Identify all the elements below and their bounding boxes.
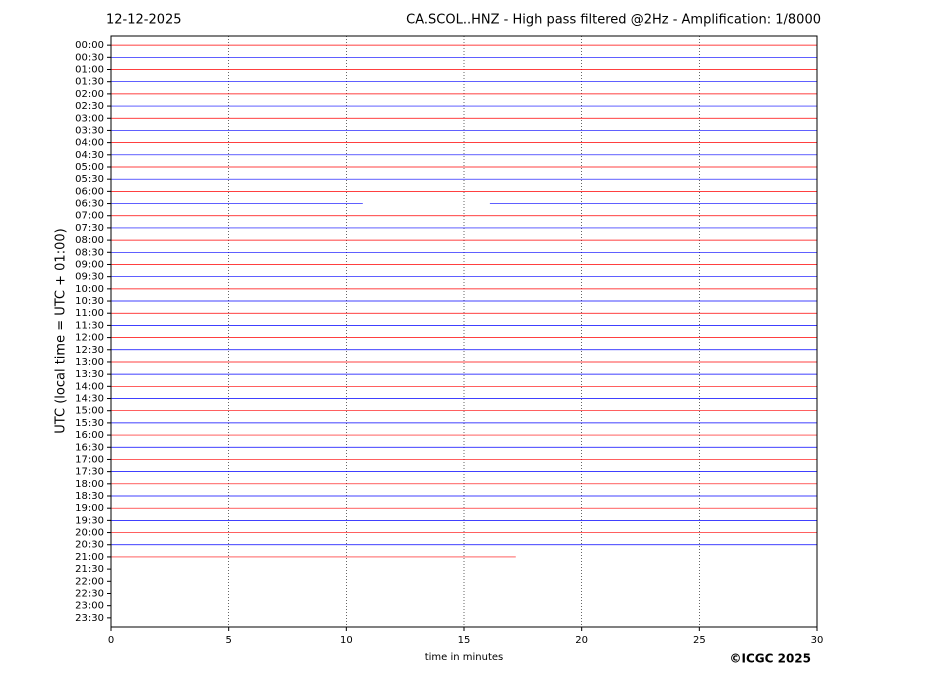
y-tick-label: 21:00 xyxy=(75,552,104,563)
y-tick-label: 10:30 xyxy=(75,296,104,307)
y-tick-label: 13:30 xyxy=(75,369,104,380)
y-tick-label: 02:00 xyxy=(75,89,104,100)
plot-frame xyxy=(110,35,818,628)
y-tick-label: 14:00 xyxy=(75,381,104,392)
y-tick-label: 07:30 xyxy=(75,223,104,234)
y-tick-label: 02:30 xyxy=(75,101,104,112)
y-tick-label: 18:00 xyxy=(75,479,104,490)
x-tick-label: 10 xyxy=(340,635,353,646)
y-tick-label: 15:00 xyxy=(75,406,104,417)
y-tick-label: 23:30 xyxy=(75,613,104,624)
copyright: ©ICGC 2025 xyxy=(729,652,811,666)
y-tick-label: 16:30 xyxy=(75,442,104,453)
chart-title: CA.SCOL..HNZ - High pass filtered @2Hz -… xyxy=(406,13,821,28)
y-tick-label: 18:30 xyxy=(75,491,104,502)
y-tick-label: 05:30 xyxy=(75,174,104,185)
y-tick-label: 19:00 xyxy=(75,503,104,514)
y-tick-label: 22:00 xyxy=(75,576,104,587)
y-tick-label: 15:30 xyxy=(75,418,104,429)
y-tick-label: 00:30 xyxy=(75,52,104,63)
y-tick-label: 01:00 xyxy=(75,65,104,76)
x-tick-label: 30 xyxy=(811,635,824,646)
y-tick-label: 09:30 xyxy=(75,272,104,283)
x-tick-label: 20 xyxy=(575,635,588,646)
y-tick-label: 06:00 xyxy=(75,186,104,197)
y-tick-label: 09:00 xyxy=(75,259,104,270)
y-tick-label: 05:00 xyxy=(75,162,104,173)
x-tick-label: 5 xyxy=(225,635,231,646)
y-tick-label: 23:00 xyxy=(75,601,104,612)
y-tick-label: 06:30 xyxy=(75,199,104,210)
y-tick-label: 16:00 xyxy=(75,430,104,441)
y-tick-label: 01:30 xyxy=(75,77,104,88)
x-tick-label: 0 xyxy=(108,635,114,646)
y-tick-label: 07:00 xyxy=(75,211,104,222)
y-tick-label: 03:00 xyxy=(75,113,104,124)
y-tick-label: 21:30 xyxy=(75,564,104,575)
y-tick-label: 04:30 xyxy=(75,150,104,161)
y-tick-label: 17:00 xyxy=(75,454,104,465)
y-tick-label: 11:00 xyxy=(75,308,104,319)
y-tick-label: 13:00 xyxy=(75,357,104,368)
date: 12-12-2025 xyxy=(106,13,182,28)
y-tick-label: 19:30 xyxy=(75,515,104,526)
y-tick-label: 08:30 xyxy=(75,247,104,258)
y-tick-label: 04:00 xyxy=(75,138,104,149)
y-tick-label: 08:00 xyxy=(75,235,104,246)
x-axis-label: time in minutes xyxy=(425,652,504,663)
x-tick-label: 15 xyxy=(458,635,471,646)
y-tick-label: 17:30 xyxy=(75,467,104,478)
x-tick-label: 25 xyxy=(693,635,706,646)
y-tick-label: 03:30 xyxy=(75,125,104,136)
y-tick-label: 12:30 xyxy=(75,345,104,356)
y-tick-label: 12:00 xyxy=(75,333,104,344)
y-tick-label: 00:00 xyxy=(75,40,104,51)
y-tick-label: 10:00 xyxy=(75,284,104,295)
y-tick-label: 20:30 xyxy=(75,540,104,551)
y-tick-label: 22:30 xyxy=(75,588,104,599)
y-tick-label: 14:30 xyxy=(75,394,104,405)
y-tick-label: 11:30 xyxy=(75,320,104,331)
y-axis-label: UTC (local time = UTC + 01:00) xyxy=(54,228,69,433)
y-tick-label: 20:00 xyxy=(75,528,104,539)
